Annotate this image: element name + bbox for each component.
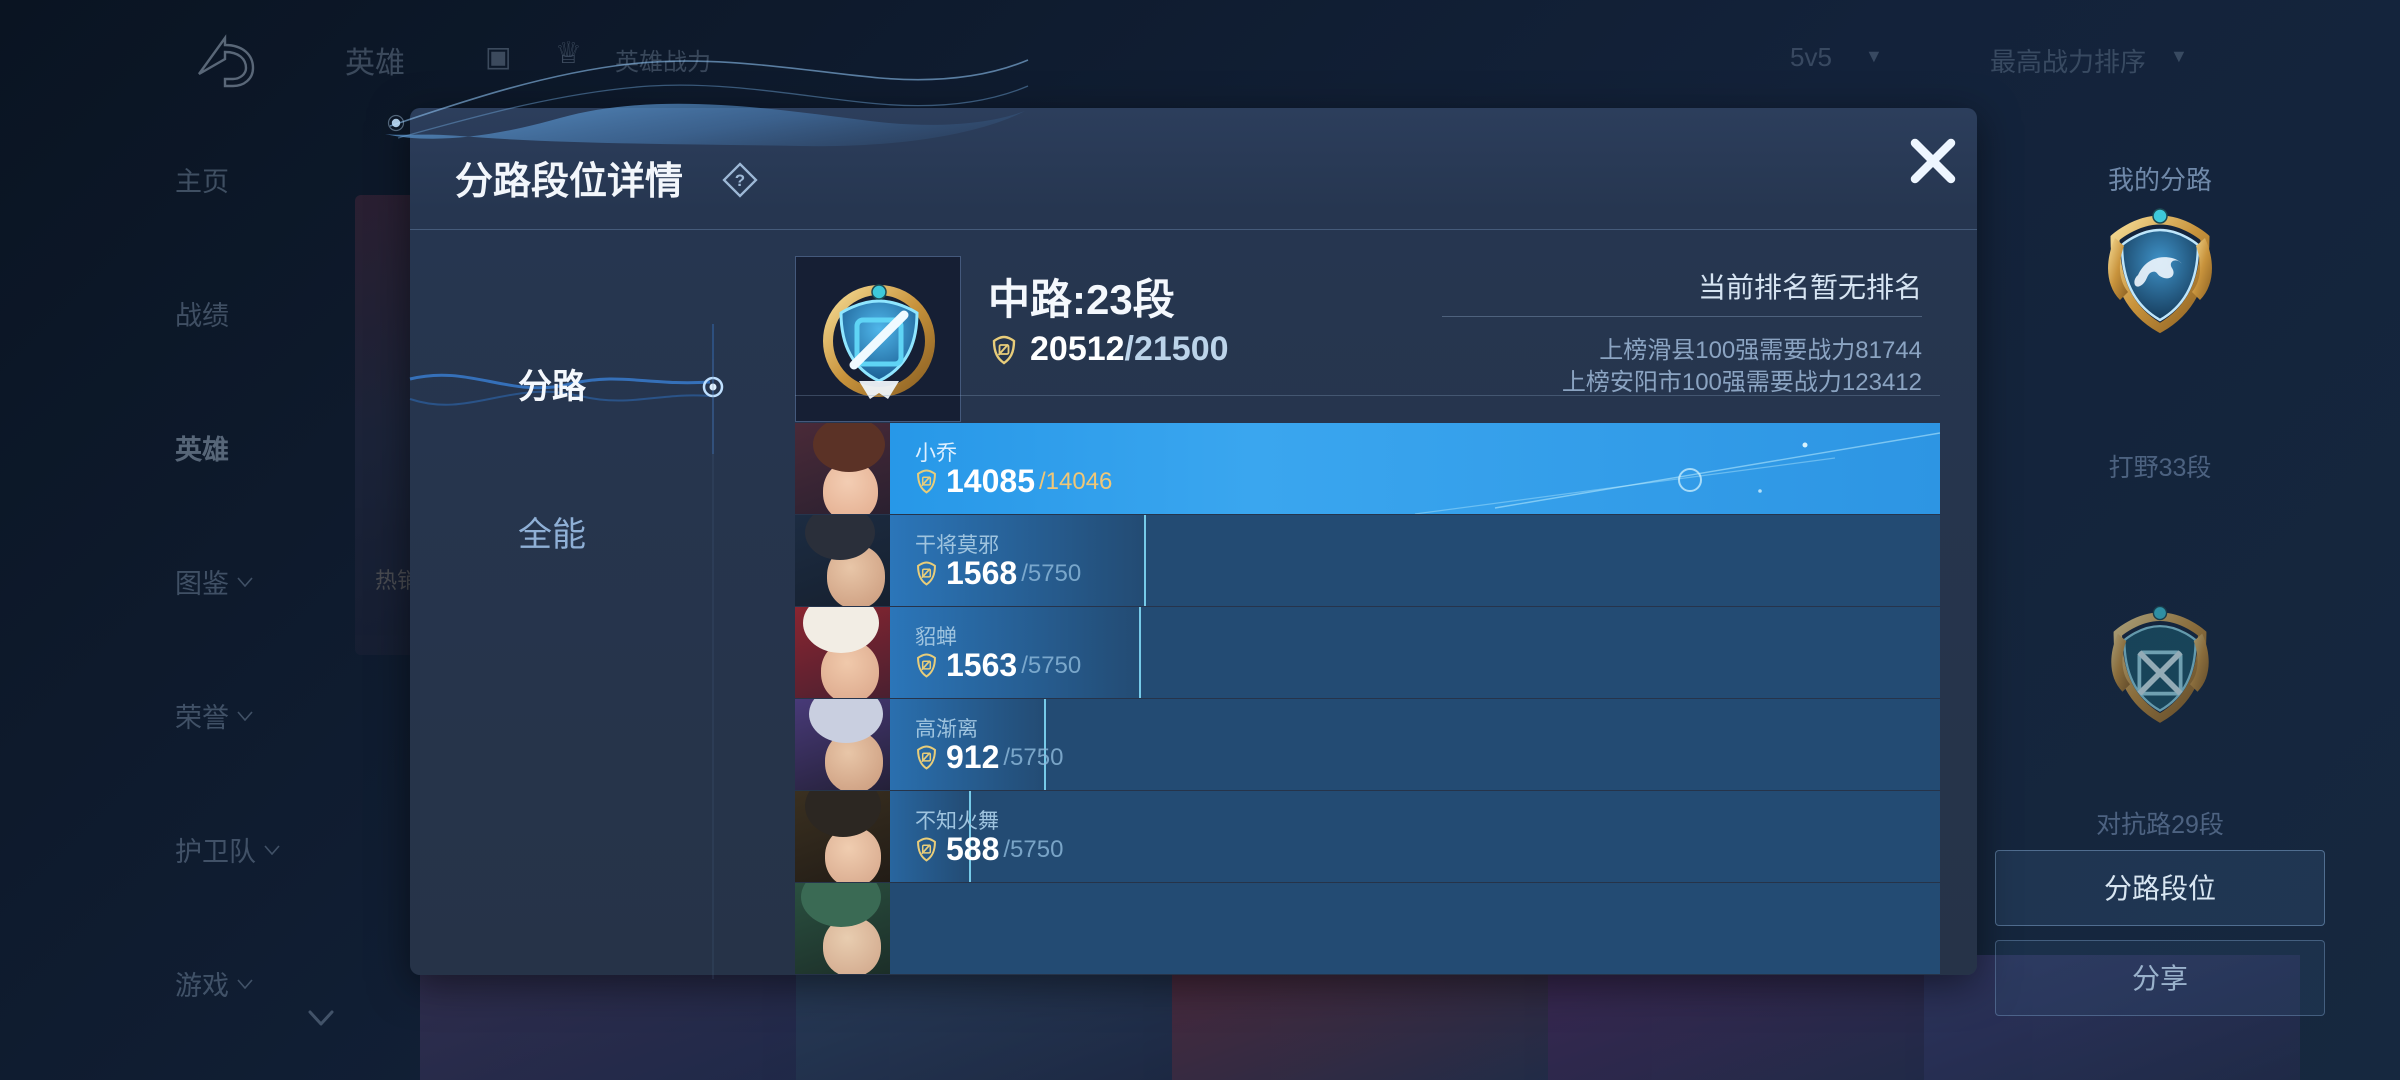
svg-text:?: ? [735,171,745,190]
